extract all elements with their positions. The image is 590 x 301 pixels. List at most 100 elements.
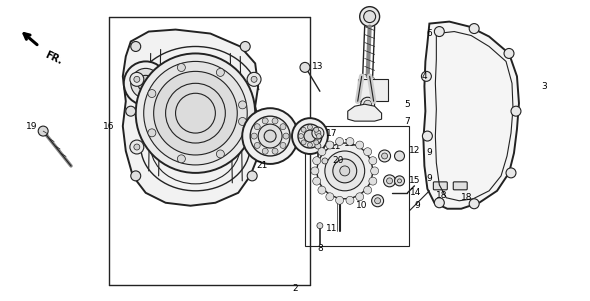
Circle shape [315,130,321,136]
Circle shape [315,143,321,149]
Circle shape [371,167,379,175]
Circle shape [398,179,402,183]
Text: 20: 20 [332,157,343,166]
Text: FR.: FR. [43,49,64,66]
Text: 11: 11 [344,138,356,147]
Text: 7: 7 [405,116,411,126]
Text: 13: 13 [312,62,324,71]
Circle shape [238,117,247,126]
Text: 3: 3 [541,82,547,91]
Circle shape [38,126,48,136]
Circle shape [251,76,257,82]
Circle shape [131,68,160,98]
Circle shape [262,118,268,124]
Circle shape [130,72,144,86]
Circle shape [178,64,185,72]
Circle shape [317,223,323,229]
Circle shape [422,131,432,141]
Circle shape [379,150,391,162]
Text: 2: 2 [292,284,298,293]
Circle shape [299,134,303,138]
Circle shape [318,186,326,194]
Circle shape [217,68,224,76]
Circle shape [280,142,286,148]
Text: 9: 9 [415,201,420,210]
Circle shape [238,101,247,109]
Circle shape [304,130,316,142]
Text: 14: 14 [409,188,421,197]
Circle shape [395,151,405,161]
Circle shape [363,100,372,108]
Circle shape [384,175,395,187]
Circle shape [247,171,257,181]
Circle shape [272,118,278,124]
Circle shape [126,106,136,116]
Circle shape [369,177,377,185]
Circle shape [298,124,322,148]
FancyBboxPatch shape [434,182,447,190]
Circle shape [130,140,144,154]
Circle shape [318,148,326,156]
Text: 9: 9 [427,174,432,183]
Text: 16: 16 [103,122,114,131]
Circle shape [369,157,377,165]
Text: 11: 11 [326,224,337,233]
Circle shape [434,198,444,208]
Circle shape [421,71,431,81]
Text: 4: 4 [422,72,427,81]
Circle shape [307,125,313,130]
Bar [358,79,388,101]
Text: 18: 18 [460,193,472,202]
Circle shape [307,143,313,147]
Circle shape [250,116,290,156]
Circle shape [336,138,343,145]
Circle shape [240,42,250,51]
Circle shape [153,71,237,155]
Circle shape [314,140,319,145]
Text: 8: 8 [317,244,323,253]
Circle shape [313,157,321,165]
Circle shape [251,144,257,150]
Text: 18: 18 [435,191,447,200]
Circle shape [301,140,306,145]
Text: 5: 5 [405,100,411,109]
Circle shape [300,62,310,72]
Circle shape [137,75,153,91]
Text: 9: 9 [427,148,432,157]
Text: 10: 10 [356,201,368,210]
Circle shape [356,193,363,201]
Circle shape [148,129,156,137]
Circle shape [258,124,282,148]
Circle shape [314,127,319,132]
Circle shape [124,61,168,105]
Circle shape [254,124,260,130]
Circle shape [301,127,306,132]
Circle shape [363,148,372,156]
Circle shape [131,171,141,181]
Circle shape [506,168,516,178]
Circle shape [247,140,261,154]
Circle shape [382,153,388,159]
Circle shape [375,198,381,204]
Circle shape [242,108,298,164]
Circle shape [363,11,376,23]
Circle shape [283,133,289,139]
Circle shape [134,76,140,82]
Circle shape [469,199,479,209]
Circle shape [333,159,357,183]
Circle shape [311,167,319,175]
Circle shape [247,72,261,86]
Circle shape [272,148,278,154]
Circle shape [317,143,373,199]
Text: 11: 11 [330,141,342,150]
Circle shape [313,177,321,185]
Circle shape [280,124,286,130]
Polygon shape [424,22,519,209]
Circle shape [346,138,354,145]
Text: 17: 17 [326,129,337,138]
Circle shape [254,142,260,148]
Circle shape [360,97,375,111]
Text: 21: 21 [257,161,268,170]
Circle shape [131,42,141,51]
Circle shape [148,89,156,98]
